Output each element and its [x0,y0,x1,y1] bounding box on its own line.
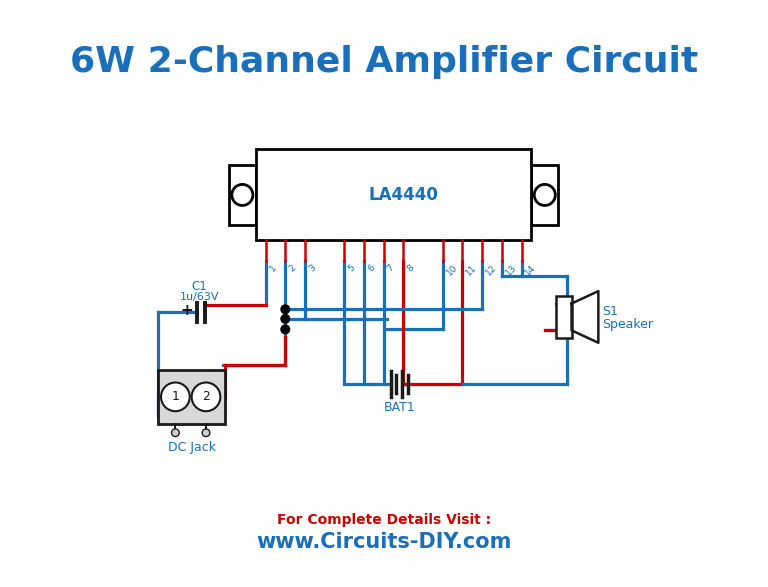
Text: 7: 7 [386,264,396,274]
Text: 6W 2-Channel Amplifier Circuit: 6W 2-Channel Amplifier Circuit [70,45,698,79]
Circle shape [232,184,253,205]
Circle shape [192,383,220,411]
Text: C1: C1 [191,280,207,293]
Text: Speaker: Speaker [602,318,654,331]
Text: 14: 14 [524,264,538,278]
Circle shape [171,429,179,437]
Circle shape [535,184,555,205]
Text: LA4440: LA4440 [368,186,438,204]
Text: For Complete Details Visit :: For Complete Details Visit : [277,513,491,527]
Text: www.Circuits-DIY.com: www.Circuits-DIY.com [257,532,511,552]
Text: 1: 1 [171,390,179,403]
Text: DC Jack: DC Jack [167,441,216,454]
Text: 1: 1 [267,264,278,274]
Text: 8: 8 [406,264,415,274]
Text: 3: 3 [307,264,317,274]
Text: S1: S1 [602,305,618,318]
Text: BAT1: BAT1 [383,401,415,414]
Circle shape [281,315,290,323]
Circle shape [161,383,190,411]
Circle shape [281,305,290,313]
Text: +: + [180,303,194,318]
Text: 5: 5 [346,264,356,274]
Bar [229,166,256,225]
Circle shape [281,325,290,333]
Text: 2: 2 [287,264,297,274]
Text: 2: 2 [202,390,210,403]
Text: 12: 12 [484,264,498,278]
Bar [531,166,558,225]
Text: 10: 10 [445,264,459,278]
Text: 11: 11 [465,264,479,278]
Bar [256,150,531,241]
Circle shape [202,429,210,437]
Bar [158,370,225,424]
Polygon shape [571,291,598,343]
Text: 6: 6 [366,264,376,274]
Text: 13: 13 [504,264,518,278]
Text: 1u/63V: 1u/63V [180,292,219,302]
Bar [556,296,571,338]
